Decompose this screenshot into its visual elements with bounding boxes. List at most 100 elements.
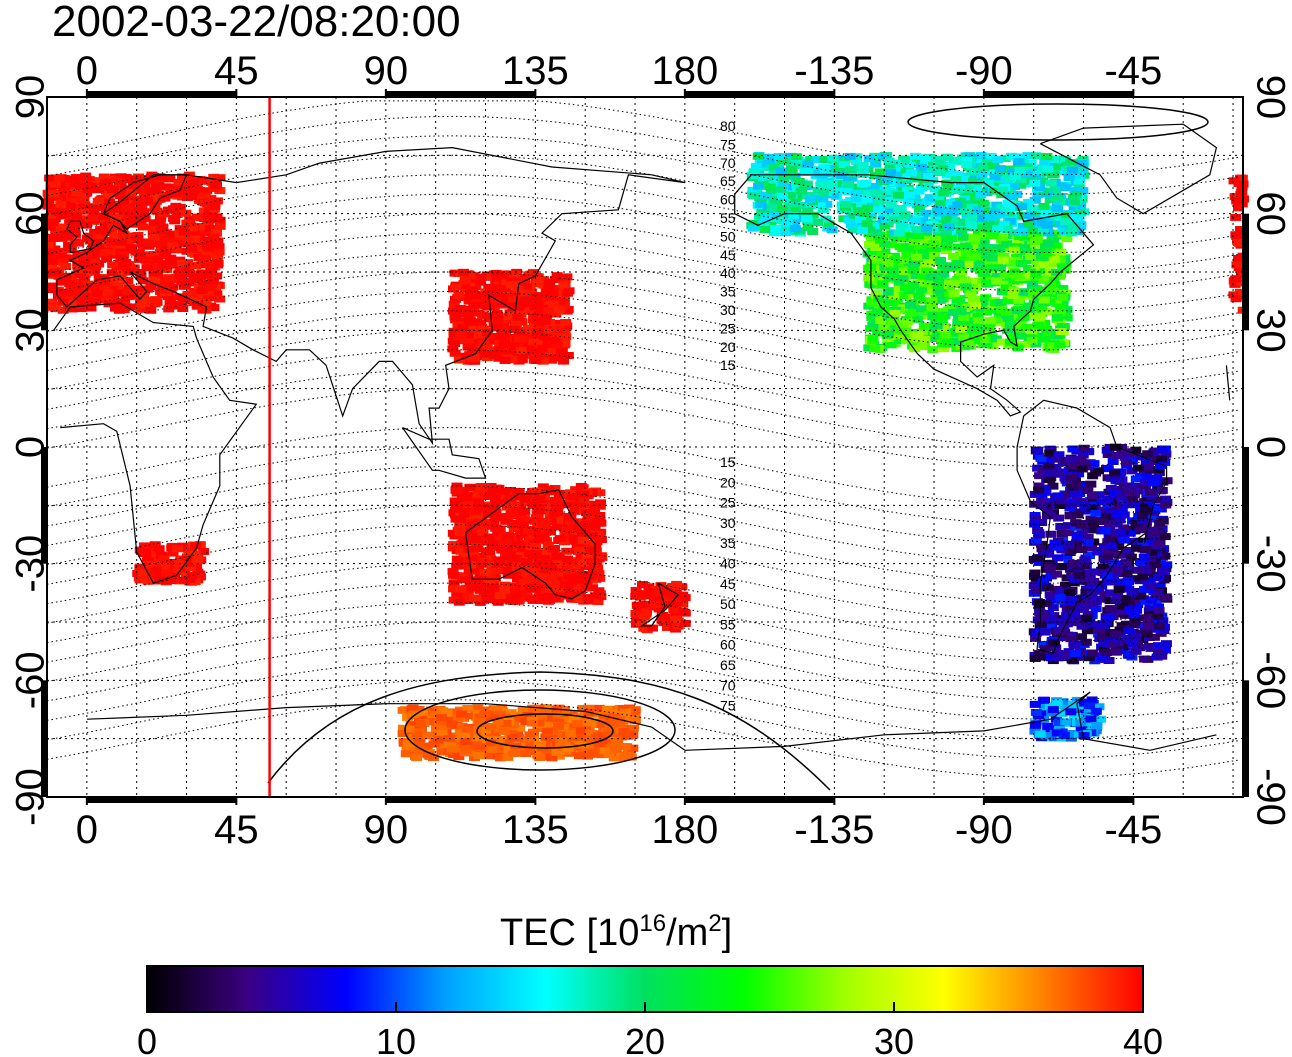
tec-cell	[59, 262, 71, 270]
tec-cell	[1153, 465, 1165, 473]
tec-cell	[778, 175, 790, 183]
tec-cell	[1129, 575, 1141, 583]
tec-cell	[506, 582, 518, 590]
tec-cell	[776, 205, 788, 213]
tec-cell	[470, 594, 482, 602]
tec-cell	[1009, 311, 1021, 319]
tec-cell	[143, 555, 155, 563]
tec-cell	[158, 261, 170, 269]
tec-cell	[1099, 556, 1111, 564]
tec-cell	[1082, 487, 1094, 495]
tec-cell	[523, 527, 535, 535]
tec-cell	[1002, 297, 1014, 305]
tec-cell	[1235, 226, 1247, 234]
tec-cell	[520, 293, 532, 301]
tec-cell	[948, 290, 960, 298]
tec-cell	[461, 492, 473, 500]
tec-cell	[1154, 652, 1166, 660]
tec-cell	[169, 217, 181, 225]
tec-cell	[480, 350, 492, 358]
tec-cell	[1025, 253, 1037, 261]
tec-cell	[543, 279, 555, 287]
tec-cell	[48, 234, 60, 242]
tec-cell	[966, 168, 978, 176]
tec-cell	[870, 243, 882, 251]
tec-cell	[1042, 240, 1054, 248]
tec-cell	[908, 281, 920, 289]
tec-cell	[1038, 324, 1050, 332]
tec-cell	[1037, 578, 1049, 586]
tec-cell	[1146, 493, 1158, 501]
tec-cell	[151, 264, 163, 272]
tec-cell	[532, 519, 544, 527]
tec-cell	[1040, 599, 1052, 607]
tec-cell	[1057, 224, 1069, 232]
tec-cell	[941, 153, 953, 161]
tec-cell	[92, 181, 104, 189]
tec-cell	[944, 233, 956, 241]
tec-cell	[844, 152, 856, 160]
tec-cell	[588, 545, 600, 553]
tec-cell	[918, 322, 930, 330]
tec-cell	[1118, 524, 1130, 532]
tec-cell	[1073, 177, 1085, 185]
tec-cell	[199, 192, 211, 200]
tec-cell	[1047, 502, 1059, 510]
tec-cell	[528, 321, 540, 329]
tec-cell	[483, 578, 495, 586]
tec-cell	[91, 289, 103, 297]
tec-cell	[1029, 211, 1041, 219]
tec-cell	[162, 292, 174, 300]
tec-cell	[1077, 155, 1089, 163]
tec-cell	[476, 538, 488, 546]
tec-cell	[1122, 634, 1134, 642]
tec-cell	[449, 340, 461, 348]
tec-cell	[950, 337, 962, 345]
tec-cell	[868, 199, 880, 207]
tec-cell	[547, 585, 559, 593]
tec-cell	[519, 276, 531, 284]
tec-cell	[110, 302, 122, 310]
tec-cell	[901, 318, 913, 326]
tec-cell	[902, 173, 914, 181]
tec-cell	[1045, 287, 1057, 295]
tec-cell	[893, 229, 905, 237]
tec-cell	[556, 347, 568, 355]
tec-cell	[861, 219, 873, 227]
tec-cell	[487, 486, 499, 494]
tec-cell	[913, 292, 925, 300]
tec-cell	[60, 272, 72, 280]
tec-cell	[566, 580, 578, 588]
tec-cell	[458, 282, 470, 290]
tec-cell	[784, 156, 796, 164]
tec-cell	[948, 205, 960, 213]
tec-cell	[155, 551, 167, 559]
tec-cell	[500, 538, 512, 546]
tec-cell	[856, 180, 868, 188]
tec-cell	[1034, 313, 1046, 321]
tec-cell	[783, 202, 795, 210]
tec-cell	[123, 268, 135, 276]
tec-cell	[1096, 654, 1108, 662]
tec-cell	[788, 220, 800, 228]
tec-cell	[545, 562, 557, 570]
tec-cell	[542, 325, 554, 333]
tec-cell	[1051, 455, 1063, 463]
tec-cell	[882, 259, 894, 267]
tec-cell	[984, 317, 996, 325]
tec-cell	[71, 189, 83, 197]
tec-cell	[566, 493, 578, 501]
tec-cell	[562, 501, 574, 509]
tec-cell	[922, 172, 934, 180]
tec-cell	[1074, 653, 1086, 661]
tec-cell	[579, 572, 591, 580]
tec-cell	[475, 273, 487, 281]
tec-cell	[1120, 559, 1132, 567]
tec-cell	[1044, 622, 1056, 630]
tec-cell	[468, 309, 480, 317]
tec-cell	[564, 586, 576, 594]
tec-cell	[1111, 474, 1123, 482]
tec-cell	[1047, 604, 1059, 612]
tec-cell	[893, 280, 905, 288]
tec-cell	[790, 160, 802, 168]
